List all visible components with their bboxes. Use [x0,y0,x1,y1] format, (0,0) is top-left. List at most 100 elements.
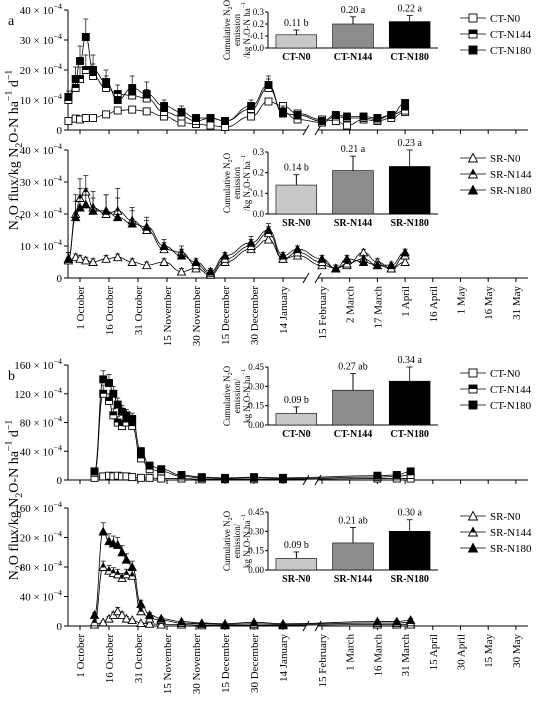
point-SR-N180 [220,618,230,628]
x-tick-label: 16 April [428,286,440,322]
y-tick-label-main: 80 × 10 [20,418,54,430]
inset-y-axis-label-part: /kg N [242,37,252,58]
point-SR-N0 [159,257,169,266]
inset-y-tick-label: 0.3 [253,7,265,17]
point-CT-N180 [177,471,186,479]
inset-bar-label: 0.21 a [341,144,366,155]
inset-y-tick-label: 0.00 [248,565,264,575]
x-tick-label: 14 January [278,634,290,682]
y-tick-label-exp: −4 [53,174,62,183]
legend-label: CT-N144 [490,384,532,396]
point-SR-N180 [63,253,74,263]
legend-marker [467,184,479,195]
point-CT-N144-half [137,454,145,459]
x-tick-label: 30 November [191,634,203,695]
legend-marker [468,13,478,23]
y-tick-label-main: 160 × 10 [14,503,54,515]
inset-bar-label: 0.22 a [397,4,422,15]
inset-y-axis-label-part: O-N ha [242,8,252,35]
inset-y-axis-label-part: O [222,152,232,159]
inset-bar-label: 0.34 a [397,355,422,366]
inset-y-axis-label-part: 2 [248,402,254,405]
y-axis-label-a-part: O flux/kg N [7,148,22,216]
inset-bar-label: 0.23 a [397,138,422,149]
y-tick-label: 120 × 10−4 [14,530,62,545]
point-SR-N180 [127,562,137,571]
point-CT-N180 [145,461,154,470]
point-SR-N180 [249,617,259,627]
point-SR-N144-half [111,568,116,574]
y-axis-label-a-part: 2 [14,215,25,220]
inset-category-label: SR-N0 [282,574,310,585]
y-tick-label-main: 120 × 10 [14,533,54,545]
x-tick-label: 15 December [220,634,232,693]
x-tick-label: 17 March [372,286,384,329]
legend-marker-half [471,169,475,175]
point-SR-N0 [81,255,91,265]
point-SR-N144-half [115,570,120,575]
inset-category-label: SR-N0 [282,218,310,229]
y-tick-label-exp: −4 [53,589,62,598]
y-tick-label-main: 30 × 10 [20,35,54,47]
x-tick-label: 16 May [483,286,495,320]
y-tick-label-main: 160 × 10 [14,360,54,372]
point-CT-N180 [90,467,99,476]
x-tick-label: 15 November [162,634,174,695]
y-tick-label-main: 40 × 10 [20,145,54,157]
inset-bar-CT-N144 [332,389,374,426]
point-SR-N0 [88,257,98,266]
y-tick-label-exp: −4 [53,92,62,101]
point-CT-N180 [89,66,98,74]
inset-y-axis-label-part: O-N ha [242,520,252,547]
x-tick-label: 2 March [345,286,357,323]
y-tick-label: 30 × 10−4 [20,174,62,189]
inset-bar-SR-N0 [275,184,318,215]
axis-break-mark [302,124,310,136]
y-axis-label-b-part: O-N ha [7,450,22,492]
y-axis-label-a-part: −1 [4,70,15,81]
y-tick-label: 30 × 10−4 [20,32,62,47]
x-tick-label: 14 January [278,286,290,334]
y-tick-label: 120 × 10−4 [14,386,62,401]
inset-y-tick-label: 0.1 [253,31,264,41]
point-SR-N180 [278,250,288,260]
point-CT-N180 [373,114,382,122]
axis-break-mark [314,474,322,486]
inset-bar-CT-N144 [332,23,374,49]
legend-label: SR-N180 [490,185,532,197]
inset-bar-SR-N180 [388,166,431,215]
y-tick-label: 0 [57,475,63,487]
inset-bar-CT-N180 [388,21,431,49]
point-SR-N180 [104,536,114,546]
point-SR-N180 [70,212,81,222]
inset-y-axis-label-part: −1 [241,369,247,375]
inset-y-axis-label: Cumulative N2O [222,365,234,426]
inset-bar-SR-N180 [388,531,431,571]
point-CT-N144-half [128,422,136,427]
point-CT-N0 [142,107,151,116]
legend-marker [467,542,479,553]
y-tick-label: 40 × 10−4 [20,589,62,604]
inset-y-axis-label-part: O [222,510,232,517]
inset-bar-CT-N0 [275,413,318,426]
point-SR-N0 [121,613,132,623]
inset-y-axis-label: emission/ [232,523,242,558]
inset-category-label: CT-N144 [334,429,373,440]
y-tick-label: 80 × 10−4 [20,559,62,574]
inset-y-axis-label: kg N2O-N ha−1 [241,514,254,568]
inset-category-label: SR-N144 [334,574,372,585]
x-tick-label: 31 October [133,286,145,336]
point-CT-N180 [392,471,401,479]
inset-y-axis-label: kg N2O-N ha−1 [241,369,254,423]
x-tick-label: 30 April [456,634,468,670]
inset-y-axis-label-part: 2 [228,517,234,520]
point-CT-N180 [105,379,113,387]
point-SR-N180 [386,260,396,270]
point-CT-N144-half [160,108,168,112]
legend-label: CT-N144 [490,29,532,41]
point-SR-N0 [141,260,152,270]
point-SR-N0 [112,252,123,262]
point-SR-N180 [358,257,369,266]
